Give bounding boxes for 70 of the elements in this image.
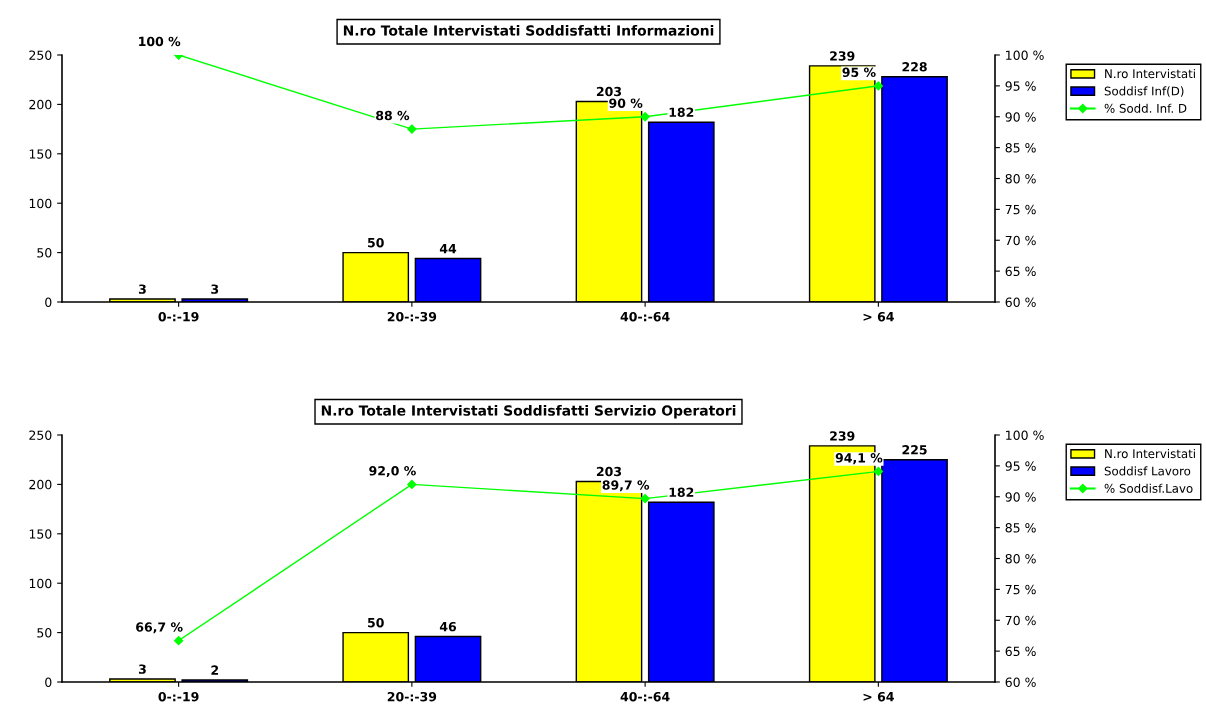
data-label: 50 bbox=[367, 617, 384, 628]
x-tick-label: 40-:-64 bbox=[620, 311, 670, 322]
data-label: 94,1 % bbox=[835, 453, 883, 465]
data-label: 239 bbox=[830, 51, 855, 61]
data-label: 89,7 % bbox=[602, 480, 650, 492]
y2-tick-label: 95 % bbox=[1005, 461, 1036, 471]
legend-label: % Sodd. Inf. D bbox=[1104, 103, 1187, 113]
y2-tick-label: 65 % bbox=[1005, 266, 1036, 277]
chart-title: N.ro Totale Intervistati Soddisfatti Servizio Operatori bbox=[321, 405, 736, 419]
x-tick-label: 20-:-39 bbox=[387, 691, 437, 702]
data-label: 88 % bbox=[376, 110, 410, 121]
y2-tick-label: 80 % bbox=[1005, 173, 1036, 184]
legend-label: Soddisf Lavoro bbox=[1104, 466, 1191, 476]
y2-tick-label: 60 % bbox=[1005, 297, 1036, 307]
y-tick-label: 150 bbox=[29, 149, 52, 159]
x-tick-label: 20-:-39 bbox=[387, 311, 437, 322]
y-tick-label: 200 bbox=[29, 99, 52, 110]
y-tick-label: 50 bbox=[37, 248, 52, 258]
data-label: 239 bbox=[830, 431, 855, 441]
data-label: 100 % bbox=[139, 36, 181, 47]
y2-tick-label: 80 % bbox=[1005, 553, 1036, 564]
data-label: 50 bbox=[367, 237, 384, 248]
y-tick-label: 0 bbox=[45, 677, 52, 687]
data-label: 46 bbox=[439, 621, 457, 632]
y-tick-label: 250 bbox=[29, 50, 52, 60]
y2-tick-label: 95 % bbox=[1005, 81, 1036, 91]
data-label: 3 bbox=[138, 664, 146, 674]
y2-tick-label: 100 % bbox=[1006, 430, 1044, 440]
y-tick-label: 100 bbox=[29, 578, 52, 589]
chart-title: N.ro Totale Intervistati Soddisfatti Informazioni bbox=[343, 25, 714, 36]
y2-tick-label: 70 % bbox=[1005, 615, 1036, 626]
y2-tick-label: 60 % bbox=[1005, 677, 1036, 687]
y-tick-label: 100 bbox=[29, 198, 52, 209]
y2-tick-label: 70 % bbox=[1005, 235, 1036, 246]
x-tick-label: > 64 bbox=[863, 691, 894, 702]
y2-tick-label: 85 % bbox=[1005, 523, 1036, 533]
x-tick-label: 40-:-64 bbox=[620, 691, 670, 702]
data-label: 182 bbox=[669, 487, 694, 497]
data-label: 203 bbox=[596, 86, 622, 97]
data-label: 182 bbox=[669, 107, 694, 117]
data-label: 3 bbox=[211, 284, 219, 294]
data-label: 66,7 % bbox=[136, 622, 183, 634]
data-label: 90 % bbox=[609, 98, 643, 108]
x-tick-label: > 64 bbox=[863, 311, 894, 322]
data-label: 3 bbox=[138, 284, 146, 294]
y2-tick-label: 100 % bbox=[1006, 50, 1044, 60]
y2-tick-label: 75 % bbox=[1005, 204, 1036, 215]
x-tick-label: 0-:-19 bbox=[158, 311, 199, 322]
y-tick-label: 250 bbox=[29, 430, 52, 440]
data-label: 225 bbox=[902, 445, 927, 455]
y-tick-label: 50 bbox=[37, 628, 52, 638]
data-label: 2 bbox=[211, 665, 219, 675]
x-tick-label: 0-:-19 bbox=[158, 691, 199, 702]
legend-label: N.ro Intervistati bbox=[1105, 449, 1195, 459]
y2-tick-label: 85 % bbox=[1005, 143, 1036, 153]
y2-tick-label: 90 % bbox=[1005, 112, 1036, 122]
data-label: 95 % bbox=[842, 67, 876, 77]
y2-tick-label: 75 % bbox=[1005, 584, 1036, 595]
data-label: 92,0 % bbox=[369, 466, 416, 478]
legend-label: % Soddisf.Lavo bbox=[1104, 483, 1193, 493]
data-label: 203 bbox=[596, 466, 622, 477]
y-tick-label: 150 bbox=[29, 529, 52, 539]
legend-label: Soddisf Inf(D) bbox=[1104, 86, 1184, 97]
y-tick-label: 0 bbox=[45, 297, 52, 307]
y2-tick-label: 90 % bbox=[1005, 492, 1036, 502]
legend-label: N.ro Intervistati bbox=[1105, 69, 1195, 79]
data-label: 228 bbox=[902, 62, 927, 72]
y-tick-label: 200 bbox=[29, 479, 52, 490]
data-label: 44 bbox=[439, 244, 457, 254]
y2-tick-label: 65 % bbox=[1005, 646, 1036, 657]
